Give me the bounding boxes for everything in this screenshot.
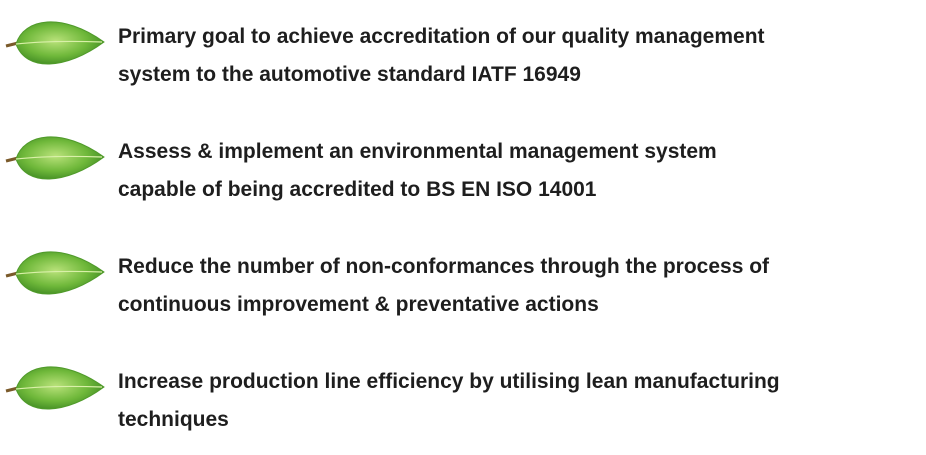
text-line: techniques: [118, 408, 229, 431]
text-line: capable of being accredited to BS EN ISO…: [118, 178, 597, 201]
text-line: Reduce the number of non-conformances th…: [118, 255, 770, 278]
leaf-blade: [15, 251, 105, 295]
text-line: Assess & implement an environmental mana…: [118, 140, 717, 163]
leaf-blade: [15, 136, 105, 180]
leaf-bullet: [5, 251, 105, 295]
item-text: Primary goal to achieve accreditation of…: [118, 18, 765, 94]
text-line: Increase production line efficiency by u…: [118, 370, 780, 393]
list-item: Increase production line efficiency by u…: [0, 363, 926, 443]
leaf-bullet: [5, 136, 105, 180]
item-text: Assess & implement an environmental mana…: [118, 133, 717, 209]
leaf-blade: [15, 366, 105, 410]
text-line: system to the automotive standard IATF 1…: [118, 63, 581, 86]
list-item: Assess & implement an environmental mana…: [0, 133, 926, 213]
list-item: Primary goal to achieve accreditation of…: [0, 18, 926, 98]
leaf-vein: [15, 155, 103, 160]
text-line: continuous improvement & preventative ac…: [118, 293, 599, 316]
leaf-blade: [15, 21, 105, 65]
item-text: Increase production line efficiency by u…: [118, 363, 780, 439]
leaf-bullet: [5, 21, 105, 65]
item-text: Reduce the number of non-conformances th…: [118, 248, 769, 324]
text-line: Primary goal to achieve accreditation of…: [118, 25, 765, 48]
list-item: Reduce the number of non-conformances th…: [0, 248, 926, 328]
leaf-vein: [15, 385, 103, 390]
leaf-bullet: [5, 366, 105, 410]
leaf-vein: [15, 270, 103, 275]
leaf-vein: [15, 40, 103, 45]
